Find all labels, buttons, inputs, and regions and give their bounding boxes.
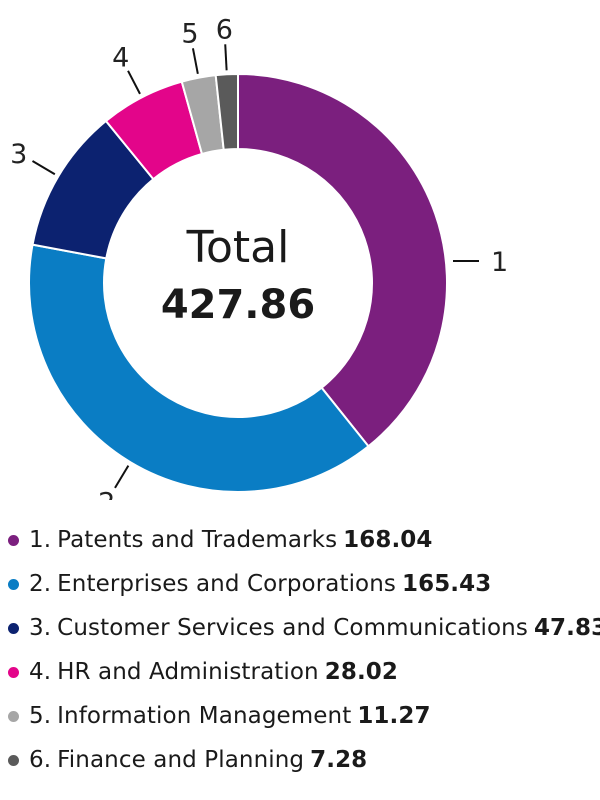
legend-value: 165.43 [402, 571, 491, 597]
legend-dot [8, 579, 19, 590]
callout-line [225, 44, 226, 70]
legend-value: 7.28 [310, 747, 367, 773]
legend-item: 6. Finance and Planning 7.28 [8, 738, 600, 782]
legend-dot [8, 623, 19, 634]
slice-number-label: 1 [491, 247, 508, 278]
legend-value: 47.83 [534, 615, 600, 641]
callout-line [193, 48, 198, 74]
legend-label: Information Management [57, 703, 351, 729]
legend-label: HR and Administration [57, 659, 319, 685]
legend-number: 3. [29, 615, 51, 641]
legend-dot [8, 667, 19, 678]
slice-number-label: 5 [181, 19, 198, 50]
legend-number: 5. [29, 703, 51, 729]
legend-item: 2. Enterprises and Corporations 165.43 [8, 562, 600, 606]
legend-label: Patents and Trademarks [57, 527, 337, 553]
legend-label: Enterprises and Corporations [57, 571, 396, 597]
legend-item: 5. Information Management 11.27 [8, 694, 600, 738]
legend-number: 1. [29, 527, 51, 553]
slice-number-label: 6 [216, 14, 233, 45]
donut-chart: 1 2 3 4 56 Total 427.86 [0, 0, 600, 500]
legend-number: 2. [29, 571, 51, 597]
legend-dot [8, 755, 19, 766]
center-total-value: 427.86 [161, 282, 315, 328]
slice-number-label: 4 [112, 43, 129, 74]
legend-label: Customer Services and Communications [57, 615, 528, 641]
slice-number-label: 3 [10, 139, 27, 170]
callout-line [115, 466, 128, 488]
legend: 1. Patents and Trademarks 168.04 2. Ente… [8, 518, 600, 782]
legend-value: 28.02 [325, 659, 398, 685]
center-total-label: Total [186, 222, 290, 273]
legend-value: 11.27 [357, 703, 430, 729]
callout-line [32, 161, 54, 174]
legend-item: 3. Customer Services and Communications … [8, 606, 600, 650]
legend-item: 4. HR and Administration 28.02 [8, 650, 600, 694]
legend-number: 6. [29, 747, 51, 773]
legend-item: 1. Patents and Trademarks 168.04 [8, 518, 600, 562]
legend-dot [8, 535, 19, 546]
legend-label: Finance and Planning [57, 747, 304, 773]
legend-value: 168.04 [343, 527, 432, 553]
legend-number: 4. [29, 659, 51, 685]
legend-dot [8, 711, 19, 722]
callout-line [128, 71, 140, 94]
slice-number-label: 2 [98, 488, 115, 500]
